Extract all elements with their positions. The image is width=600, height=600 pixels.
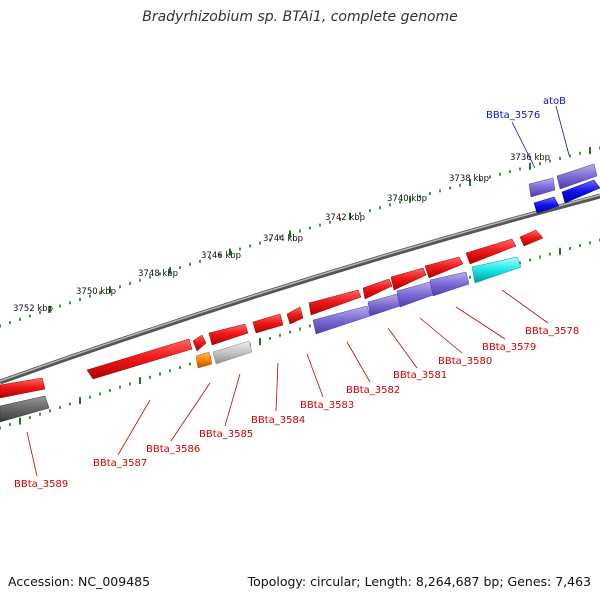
label-leader-lines: [26, 105, 570, 477]
gene-arrow-purple-1[interactable]: [429, 271, 470, 297]
scale-label-3750: 3750 kbp: [76, 287, 116, 297]
gene-label-bbta-3580[interactable]: BBta_3580: [438, 356, 492, 367]
gene-arrow-cyan[interactable]: [471, 256, 522, 284]
gene-label-bbta-3585[interactable]: BBta_3585: [199, 429, 253, 440]
forward-strand-features: [0, 163, 598, 399]
gene-arrow-bbta-3576[interactable]: [528, 177, 556, 198]
gene-arrow-3582[interactable]: [308, 289, 362, 316]
scale-label-3748: 3748 kbp: [138, 269, 178, 279]
gene-arrow-blue-1[interactable]: [533, 196, 560, 214]
gene-label-bbta-3586[interactable]: BBta_3586: [146, 444, 200, 455]
gene-label-bbta-3579[interactable]: BBta_3579: [482, 342, 536, 353]
genome-backbone-highlight: [0, 194, 600, 382]
gene-arrow-3580[interactable]: [390, 267, 427, 291]
scale-label-3738: 3738 kbp: [449, 174, 489, 184]
reverse-strand-features: [0, 179, 600, 423]
gene-arrow-atob[interactable]: [556, 163, 598, 190]
gene-arrow-3578[interactable]: [465, 238, 517, 265]
gene-arrow-3577[interactable]: [519, 229, 544, 247]
scale-label-3742: 3742 kbp: [325, 213, 365, 223]
genome-stats-text: Topology: circular; Length: 8,264,687 bp…: [247, 574, 591, 589]
gene-arrow-purple-4[interactable]: [312, 305, 371, 335]
gene-label-bbta-3583[interactable]: BBta_3583: [300, 400, 354, 411]
gene-arrow-3585[interactable]: [208, 323, 249, 346]
genome-title: Bradyrhizobium sp. BTAi1, complete genom…: [142, 9, 458, 25]
gene-label-bbta-3578[interactable]: BBta_3578: [525, 326, 579, 337]
leader-bbta-3586: [170, 382, 211, 442]
gene-label-bbta-3582[interactable]: BBta_3582: [346, 385, 400, 396]
gene-label-bbta-3587[interactable]: BBta_3587: [93, 458, 147, 469]
leader-bbta-3583: [306, 353, 324, 398]
gene-arrow-3579[interactable]: [424, 256, 464, 279]
gene-label-bbta-3589[interactable]: BBta_3589: [14, 479, 68, 490]
leader-bbta-3589: [26, 431, 38, 477]
gene-label-atob[interactable]: atoB: [543, 96, 566, 107]
gene-labels: atoB BBta_3576 BBta_3578 BBta_3579 BBta_…: [14, 96, 579, 490]
gene-arrow-3586[interactable]: [192, 334, 207, 352]
outer-scale-track: [0, 146, 600, 328]
genome-backbone: [0, 193, 600, 385]
leader-bbta-3576: [511, 121, 536, 169]
scale-label-3752: 3752 kbp: [13, 304, 53, 314]
gene-arrow-orange[interactable]: [195, 351, 213, 369]
leader-bbta-3582: [346, 341, 371, 383]
leader-bbta-3584: [275, 362, 279, 412]
gene-label-bbta-3576[interactable]: BBta_3576: [486, 110, 540, 121]
leader-atob: [555, 105, 570, 156]
accession-text: Accession: NC_009485: [8, 574, 151, 589]
leader-bbta-3578: [501, 289, 549, 324]
gene-arrow-blue-2[interactable]: [561, 179, 600, 204]
gene-label-bbta-3584[interactable]: BBta_3584: [251, 415, 305, 426]
gene-arrow-3583[interactable]: [286, 306, 304, 325]
leader-bbta-3580: [419, 317, 463, 354]
gene-arrow-3581[interactable]: [362, 278, 393, 300]
scale-label-3744: 3744 kbp: [263, 234, 303, 244]
gene-arrow-dark-gray[interactable]: [0, 395, 50, 423]
leader-bbta-3587: [117, 399, 151, 456]
gene-arrow-light-gray[interactable]: [212, 340, 253, 365]
gene-arrow-purple-3[interactable]: [367, 293, 401, 317]
gene-arrow-3584[interactable]: [252, 313, 284, 334]
scale-label-3746: 3746 kbp: [201, 251, 241, 261]
scale-label-3740: 3740 kbp: [387, 194, 427, 204]
leader-bbta-3585: [224, 373, 241, 427]
gene-arrow-3587[interactable]: [86, 338, 193, 380]
gene-arrow-3588[interactable]: [0, 377, 46, 399]
leader-bbta-3579: [455, 306, 506, 340]
gene-label-bbta-3581[interactable]: BBta_3581: [393, 370, 447, 381]
leader-bbta-3581: [387, 327, 418, 369]
